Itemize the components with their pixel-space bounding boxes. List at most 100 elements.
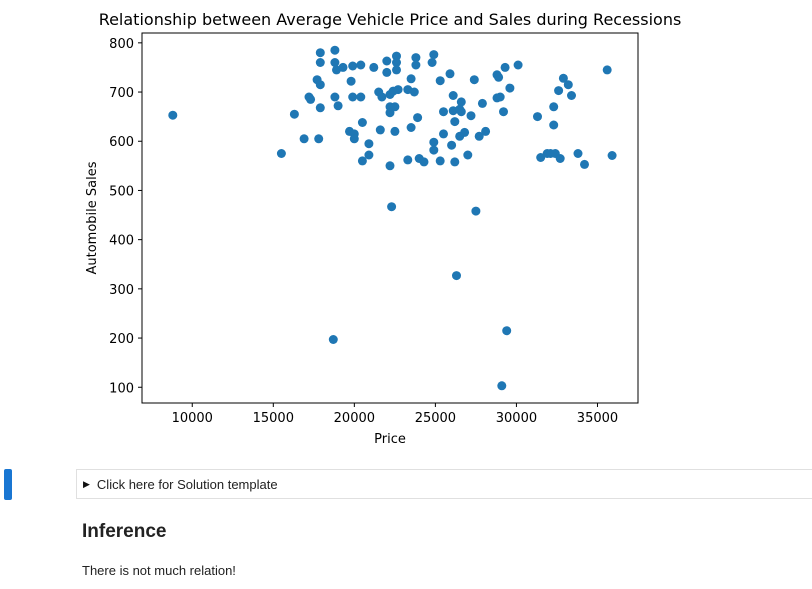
solution-template-label: Click here for Solution template [96,476,278,492]
data-point [387,202,397,212]
y-tick-label: 200 [109,332,134,347]
data-point [406,74,416,84]
x-tick-label: 10000 [172,411,213,426]
y-tick-label: 300 [109,283,134,298]
data-point [463,150,473,160]
data-point [333,101,343,111]
data-point [385,161,395,171]
disclosure-triangle-icon: ▶ [83,478,90,489]
data-point [419,157,429,167]
data-point [289,109,299,119]
y-tick-label: 600 [109,135,134,150]
data-point [364,150,374,160]
data-point [315,58,325,67]
data-point [602,65,612,75]
data-point [348,92,358,102]
data-point [306,94,316,104]
data-point [469,75,479,85]
scatter-chart: Relationship between Average Vehicle Pri… [85,10,682,447]
y-axis-label: Automobile Sales [85,161,100,274]
y-tick-label: 400 [109,234,134,249]
data-point [450,157,460,167]
data-point [409,87,419,97]
data-point [392,58,401,67]
data-point [580,159,589,169]
data-point [357,156,367,166]
data-point [390,126,400,136]
plot-frame [141,32,639,404]
data-point [563,80,573,90]
data-point [411,60,421,70]
data-point [495,92,505,102]
data-point [447,140,457,150]
data-point [549,102,559,112]
data-point [356,60,366,70]
data-point [349,134,359,144]
data-point [364,139,374,149]
data-point [481,126,491,136]
data-point [377,92,387,102]
data-point [607,151,617,160]
data-point [411,53,421,63]
data-point [427,58,437,67]
data-point [429,145,439,155]
data-point [406,123,416,132]
data-point [505,83,515,93]
data-point [330,92,340,102]
x-axis-label: Price [374,432,406,447]
data-point [392,51,401,61]
x-tick-label: 25000 [415,411,456,426]
data-point [533,112,542,122]
data-point [439,129,448,139]
data-point [573,149,583,158]
data-point [494,72,504,82]
data-point [435,156,445,166]
x-tick-label: 30000 [496,411,537,426]
data-point [348,61,358,71]
x-tick-label: 15000 [253,411,294,426]
data-point [456,97,466,107]
x-axis-ticks: 10000 15000 20000 25000 30000 35000 [172,403,618,426]
y-tick-label: 800 [109,37,134,52]
data-point [328,335,338,344]
data-point [315,48,325,58]
data-point [429,50,439,60]
data-point [567,91,576,100]
data-point [502,326,512,336]
data-point [276,149,286,158]
y-tick-label: 100 [109,381,134,396]
data-point [499,107,508,117]
data-point [477,98,487,108]
data-point [168,110,178,120]
data-point [558,73,568,83]
data-point [500,62,510,72]
data-point [435,76,445,86]
data-point [385,108,395,118]
data-point [413,113,423,123]
data-point [549,120,559,130]
data-point [299,134,309,144]
cell-selection-marker[interactable] [4,469,12,500]
data-point [429,137,439,147]
chart-title: Relationship between Average Vehicle Pri… [99,10,682,29]
data-point [471,206,481,216]
solution-template-toggle[interactable]: ▶ Click here for Solution template [76,469,812,499]
y-tick-label: 500 [109,184,134,199]
data-point [390,102,400,112]
data-point [315,103,325,113]
data-point [554,86,564,96]
data-point [555,154,565,163]
data-points [168,45,617,391]
y-axis-ticks: 100 200 300 400 500 600 700 800 [109,37,142,396]
data-point [393,85,403,95]
x-tick-label: 35000 [577,411,618,426]
data-point [330,58,340,67]
x-tick-label: 20000 [334,411,375,426]
data-point [448,91,458,100]
data-point [474,131,484,141]
data-point [357,118,367,127]
data-point [439,107,448,117]
data-point [536,153,546,162]
inference-text: There is not much relation! [82,563,236,578]
y-tick-label: 700 [109,86,134,101]
